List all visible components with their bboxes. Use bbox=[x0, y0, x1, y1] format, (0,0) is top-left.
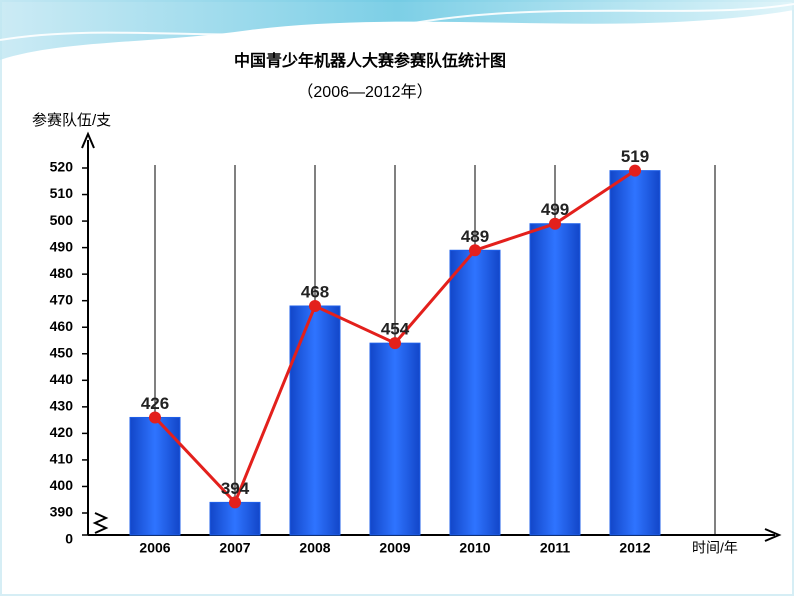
x-tick-label: 2010 bbox=[459, 540, 490, 556]
y-tick-label: 520 bbox=[50, 159, 74, 175]
x-axis-arrow bbox=[764, 528, 782, 542]
y-tick-label: 450 bbox=[50, 344, 74, 360]
x-tick-label: 2008 bbox=[299, 540, 330, 556]
data-label: 499 bbox=[541, 200, 569, 219]
line-point bbox=[389, 337, 401, 350]
y-tick-label: 470 bbox=[50, 291, 74, 307]
data-label: 394 bbox=[221, 479, 250, 498]
y-axis-label: 参赛队伍/支 bbox=[32, 112, 111, 129]
chart-title: 中国青少年机器人大赛参赛队伍统计图 bbox=[234, 51, 506, 70]
y-tick-label: 480 bbox=[50, 265, 74, 281]
y-tick-label: 420 bbox=[50, 424, 74, 440]
x-tick-label: 2011 bbox=[540, 540, 571, 556]
y-tick-label: 490 bbox=[50, 238, 74, 254]
data-label: 468 bbox=[301, 282, 329, 301]
bar bbox=[369, 342, 421, 536]
x-tick-label: 2009 bbox=[379, 540, 410, 556]
y-tick-label: 440 bbox=[50, 371, 74, 387]
bar bbox=[449, 249, 501, 536]
line-point bbox=[629, 164, 641, 177]
y-tick-label: 390 bbox=[50, 504, 74, 520]
line-point bbox=[549, 217, 561, 230]
line-point bbox=[229, 496, 241, 509]
data-label: 426 bbox=[141, 394, 169, 413]
x-tick-label: 2012 bbox=[619, 540, 650, 556]
data-label: 454 bbox=[381, 320, 410, 339]
line-point bbox=[149, 411, 161, 424]
x-tick-label: 2007 bbox=[219, 540, 250, 556]
bar bbox=[289, 305, 341, 536]
data-label: 519 bbox=[621, 147, 649, 166]
axis-break bbox=[92, 512, 109, 534]
y-tick-label: 410 bbox=[50, 451, 74, 467]
x-axis-label: 时间/年 bbox=[692, 540, 738, 556]
header-wave-line bbox=[0, 3, 794, 41]
y-tick-label: 500 bbox=[50, 212, 74, 228]
header-wave bbox=[0, 0, 794, 60]
line-point bbox=[309, 300, 321, 312]
y-tick-label: 510 bbox=[50, 185, 74, 201]
x-tick-label: 2006 bbox=[139, 540, 170, 556]
y-axis-arrow bbox=[81, 131, 95, 149]
y-tick-label: 430 bbox=[50, 398, 74, 414]
data-label: 489 bbox=[461, 227, 489, 246]
line-point bbox=[469, 244, 481, 257]
bar bbox=[609, 170, 661, 536]
y-tick-label: 400 bbox=[50, 477, 74, 493]
y-tick-label: 0 bbox=[65, 531, 73, 547]
chart-subtitle: （2006—2012年） bbox=[297, 83, 432, 101]
y-tick-label: 460 bbox=[50, 318, 74, 334]
bar bbox=[529, 223, 581, 536]
